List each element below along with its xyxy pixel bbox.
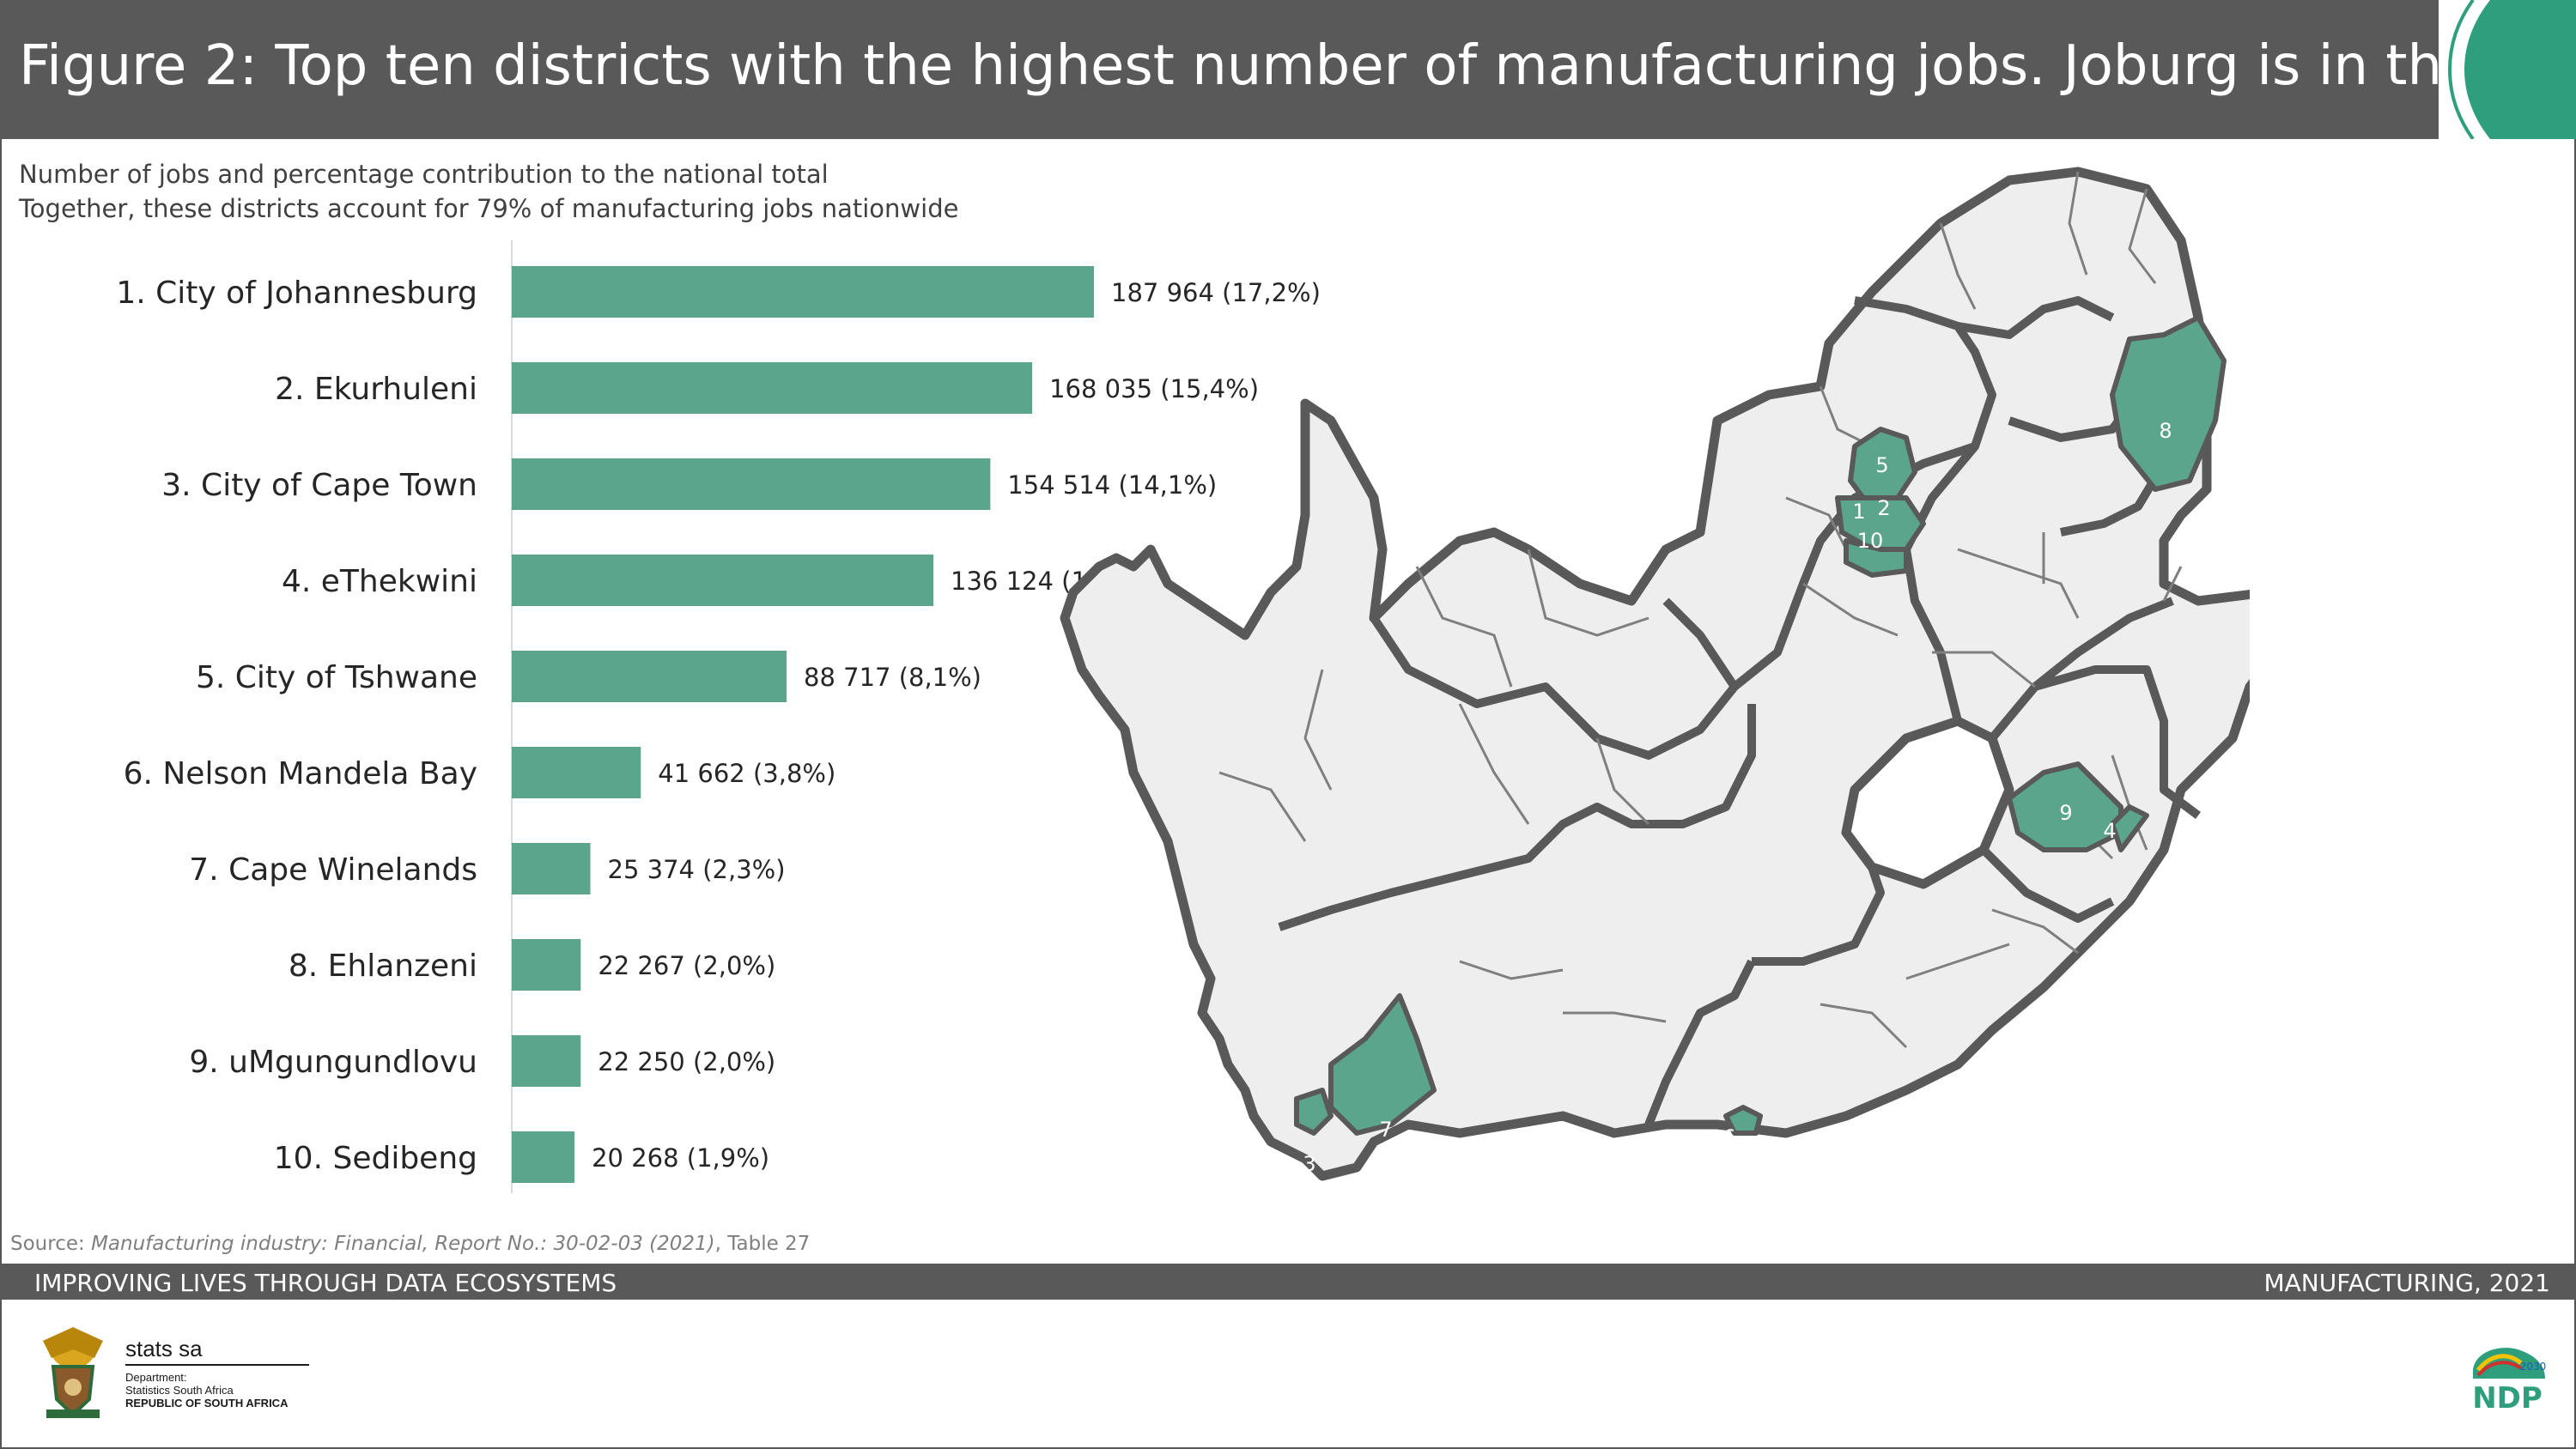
map-label-6: 6 xyxy=(1722,1125,1735,1149)
chart-subtitle-2: Together, these districts account for 79… xyxy=(19,194,959,223)
category-label-6: 6. Nelson Mandela Bay xyxy=(124,756,477,791)
footer-slogan: IMPROVING LIVES THROUGH DATA ECOSYSTEMS xyxy=(34,1269,617,1297)
bar-10 xyxy=(512,1131,575,1183)
data-label-1: 187 964 (17,2%) xyxy=(1111,278,1321,307)
province-borders xyxy=(1278,296,2201,1126)
statssa-logo: stats sa Department: Statistics South Af… xyxy=(125,1336,309,1410)
south-africa-map: 8 5 1 2 10 9 4 7 3 6 xyxy=(1060,167,2250,1181)
bar-2 xyxy=(512,362,1033,414)
map-label-4: 4 xyxy=(2103,819,2116,843)
title-bar: Figure 2: Top ten districts with the hig… xyxy=(0,0,2576,139)
map-label-10: 10 xyxy=(1857,529,1884,553)
dept-line1: Department: xyxy=(125,1371,187,1384)
category-label-1: 1. City of Johannesburg xyxy=(116,276,477,311)
category-label-10: 10. Sedibeng xyxy=(274,1141,477,1176)
data-label-9: 22 250 (2,0%) xyxy=(598,1047,775,1076)
category-label-2: 2. Ekurhuleni xyxy=(275,372,477,407)
category-label-9: 9. uMgungundlovu xyxy=(189,1045,477,1080)
coat-of-arms-icon xyxy=(43,1327,103,1418)
country-name: REPUBLIC OF SOUTH AFRICA xyxy=(125,1397,289,1410)
data-label-6: 41 662 (3,8%) xyxy=(658,759,835,788)
statssa-name: stats sa xyxy=(125,1336,309,1366)
data-label-5: 88 717 (8,1%) xyxy=(804,663,981,692)
bar-9 xyxy=(512,1035,581,1087)
data-label-8: 22 267 (2,0%) xyxy=(598,951,775,980)
map-label-8: 8 xyxy=(2159,419,2172,443)
data-label-10: 20 268 (1,9%) xyxy=(592,1143,769,1173)
category-label-7: 7. Cape Winelands xyxy=(189,852,477,888)
district-cape-winelands xyxy=(1328,993,1437,1136)
map-label-2: 2 xyxy=(1877,496,1890,520)
map-label-1: 1 xyxy=(1852,500,1865,524)
district-nelson-mandela-bay xyxy=(1723,1105,1763,1136)
data-label-7: 25 374 (2,3%) xyxy=(608,855,786,884)
district-johannesburg-ekurhuleni xyxy=(1835,495,1926,552)
country-outline xyxy=(1060,167,2250,1181)
source-note: Source: Manufacturing industry: Financia… xyxy=(10,1233,811,1255)
lesotho xyxy=(1841,716,2014,889)
footer-topic: MANUFACTURING, 2021 xyxy=(2263,1269,2550,1297)
page-title: Figure 2: Top ten districts with the hig… xyxy=(19,34,2576,98)
ndp-logo-icon: 2030 NDP xyxy=(2472,1348,2547,1413)
category-label-3: 3. City of Cape Town xyxy=(161,468,477,503)
map-label-7: 7 xyxy=(1379,1118,1392,1142)
district-ehlanzeni xyxy=(2110,315,2227,492)
ndp-year: 2030 xyxy=(2520,1361,2547,1373)
category-label-8: 8. Ehlanzeni xyxy=(289,949,477,984)
map-label-5: 5 xyxy=(1875,453,1888,477)
category-label-5: 5. City of Tshwane xyxy=(196,660,477,695)
district-sedibeng xyxy=(1844,538,1909,578)
map-label-3: 3 xyxy=(1303,1152,1315,1176)
bar-5 xyxy=(512,651,787,702)
data-label-2: 168 035 (15,4%) xyxy=(1049,374,1259,403)
bar-chart: 1. City of Johannesburg 187 964 (17,2%) 2.… xyxy=(116,240,1321,1193)
category-label-4: 4. eThekwini xyxy=(282,564,477,599)
bar-6 xyxy=(512,747,641,798)
dept-line2: Statistics South Africa xyxy=(125,1384,234,1397)
map-label-9: 9 xyxy=(2059,801,2072,825)
corner-accent xyxy=(2439,0,2576,139)
district-ethekwini xyxy=(2110,804,2149,852)
bar-1 xyxy=(512,266,1094,318)
data-label-3: 154 514 (14,1%) xyxy=(1007,470,1217,500)
district-tshwane xyxy=(1848,427,1917,500)
highlighted-districts xyxy=(1294,315,2227,1136)
district-cape-town xyxy=(1294,1088,1334,1136)
ndp-text: NDP xyxy=(2472,1381,2543,1413)
bar-8 xyxy=(512,939,581,991)
chart-subtitle-1: Number of jobs and percentage contributi… xyxy=(19,160,829,189)
map-labels: 8 5 1 2 10 9 4 7 3 6 xyxy=(1303,419,2172,1176)
bar-3 xyxy=(512,458,991,510)
footer-bar xyxy=(0,1264,2576,1300)
bar-7 xyxy=(512,843,591,894)
bar-4 xyxy=(512,555,934,606)
